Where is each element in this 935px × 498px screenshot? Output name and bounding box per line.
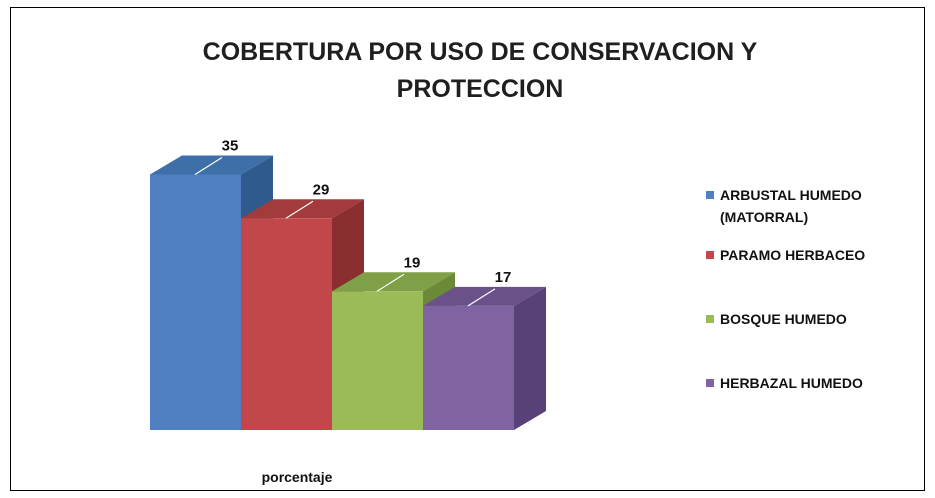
series-3-data-label: 19: [404, 254, 421, 271]
series-4-bar-side: [514, 286, 546, 430]
legend-item-3-label: BOSQUE HUMEDO: [720, 311, 847, 327]
chart-title-line-1: COBERTURA POR USO DE CONSERVACION Y: [203, 38, 758, 66]
legend-item-4-swatch: [706, 379, 714, 387]
legend-item-4-label: HERBAZAL HUMEDO: [720, 375, 863, 391]
series-4-data-label: 17: [495, 269, 512, 286]
series-3-bar-front: [332, 291, 423, 430]
series-2-bar-top: [241, 199, 364, 219]
series-3-label-leader: [376, 273, 405, 292]
series-1-label-leader: [194, 156, 223, 176]
bars-group: 35 29 19 17: [150, 138, 546, 430]
x-axis-label: porcentaje: [262, 469, 333, 485]
legend-item-2-swatch: [706, 251, 714, 259]
chart-title-line-2: PROTECCION: [397, 75, 564, 103]
series-2-label-leader: [285, 200, 314, 219]
series-1-bar-top: [150, 155, 273, 175]
series-4-bar-front: [423, 305, 514, 430]
legend-item-3-swatch: [706, 315, 714, 323]
legend-item-1-label: (MATORRAL): [720, 209, 808, 225]
series-4-bar-top: [423, 286, 546, 306]
series-4-label-leader: [467, 288, 496, 307]
series-2-data-label: 29: [313, 181, 330, 198]
legend-item-2-label: PARAMO HERBACEO: [720, 247, 865, 263]
series-3-bar-top: [332, 272, 455, 292]
legend-item-1-swatch: [706, 191, 714, 199]
series-1-bar-front: [150, 174, 241, 430]
series-2-bar-front: [241, 218, 332, 430]
legend-item-1-label: ARBUSTAL HUMEDO: [720, 187, 862, 203]
legend: ARBUSTAL HUMEDO (MATORRAL) PARAMO HERBACEO…: [706, 187, 865, 391]
series-1-data-label: 35: [222, 138, 239, 155]
